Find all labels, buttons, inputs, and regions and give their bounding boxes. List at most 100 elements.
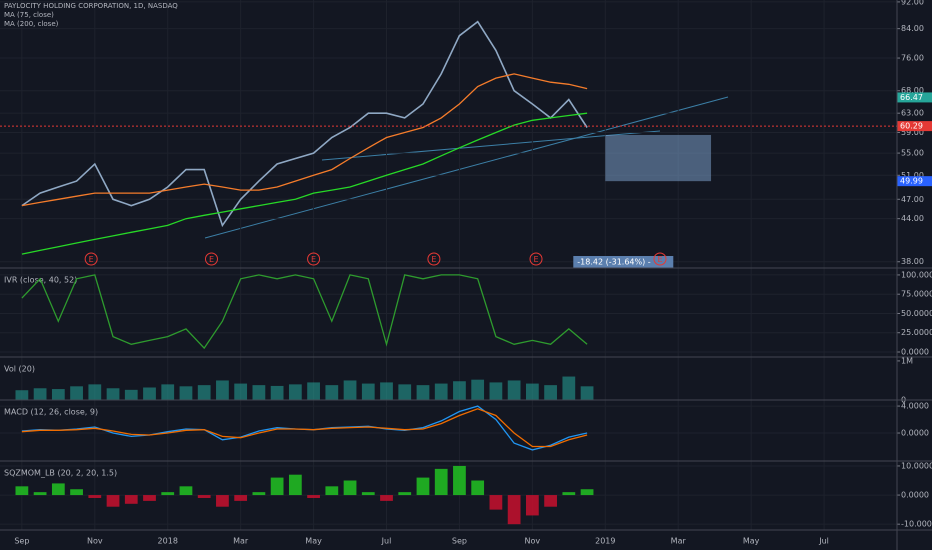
y-tick-label: 50.0000 bbox=[901, 309, 932, 318]
bar bbox=[453, 465, 466, 496]
projection-label: -18.42 (-31.64%) - bbox=[577, 258, 651, 267]
trend-line bbox=[321, 130, 661, 161]
bar bbox=[216, 380, 229, 400]
x-tick-label: 2019 bbox=[595, 537, 615, 546]
bar bbox=[380, 382, 393, 400]
bar bbox=[525, 383, 539, 400]
x-tick-label: Nov bbox=[87, 537, 103, 546]
y-tick-label: 0.0000 bbox=[901, 347, 929, 356]
bar bbox=[544, 495, 557, 507]
bar bbox=[270, 477, 284, 496]
y-tick-label: 25.0000 bbox=[901, 328, 932, 337]
bar bbox=[252, 385, 266, 400]
bar bbox=[489, 495, 503, 510]
y-tick-label: 59.00 bbox=[901, 128, 924, 137]
bar bbox=[325, 385, 339, 400]
bar bbox=[143, 387, 156, 400]
y-tick-label: 10.0000 bbox=[901, 461, 932, 470]
bar bbox=[88, 495, 102, 498]
bar bbox=[288, 474, 302, 496]
bar bbox=[234, 495, 248, 501]
y-tick-label: 63.00 bbox=[901, 109, 924, 118]
bar bbox=[434, 383, 448, 400]
bar bbox=[106, 388, 120, 400]
bar bbox=[33, 492, 47, 496]
panel-title: Vol (20) bbox=[4, 365, 35, 374]
price-tag-label: 49.99 bbox=[900, 177, 923, 186]
bar bbox=[197, 495, 211, 498]
x-tick-label: Jul bbox=[381, 537, 392, 546]
earnings-label: E bbox=[657, 255, 662, 264]
y-tick-label: 84.00 bbox=[901, 24, 924, 33]
y-tick-label: 51.00 bbox=[901, 171, 924, 180]
series-line bbox=[21, 73, 588, 207]
bar bbox=[288, 384, 302, 400]
earnings-marker bbox=[427, 252, 441, 266]
series-line bbox=[21, 274, 588, 350]
price-tag-label: 66.47 bbox=[900, 93, 923, 102]
bar bbox=[124, 495, 138, 504]
x-tick-label: Nov bbox=[525, 537, 541, 546]
bar bbox=[343, 380, 357, 400]
bar bbox=[51, 483, 65, 496]
y-tick-label: -10.0000 bbox=[901, 520, 932, 529]
x-tick-label: Sep bbox=[14, 537, 29, 546]
bar bbox=[270, 385, 284, 400]
projection-box bbox=[605, 134, 712, 182]
x-tick-label: 2018 bbox=[158, 537, 178, 546]
bar bbox=[471, 480, 485, 496]
bar bbox=[343, 480, 357, 496]
bar bbox=[525, 495, 539, 516]
y-tick-label: 1M bbox=[901, 356, 913, 365]
bar bbox=[179, 386, 193, 400]
bar bbox=[562, 376, 576, 400]
legend-entry: MA (200, close) bbox=[4, 20, 59, 28]
bar bbox=[51, 389, 65, 400]
bar bbox=[234, 383, 248, 400]
y-tick-label: 38.00 bbox=[901, 257, 924, 266]
bar bbox=[489, 382, 503, 400]
y-tick-label: 55.00 bbox=[901, 149, 924, 158]
projection-label-box bbox=[573, 256, 674, 268]
y-tick-label: 100.0000 bbox=[901, 270, 932, 279]
bar bbox=[434, 468, 448, 496]
bar bbox=[507, 380, 521, 400]
bar bbox=[33, 388, 47, 400]
bar bbox=[15, 390, 29, 400]
bar bbox=[124, 389, 138, 400]
bar bbox=[106, 495, 120, 507]
bar bbox=[161, 384, 175, 400]
y-tick-label: 4.0000 bbox=[901, 402, 929, 411]
x-tick-label: Sep bbox=[452, 537, 467, 546]
y-tick-label: 92.00 bbox=[901, 0, 924, 6]
earnings-label: E bbox=[533, 255, 538, 264]
x-tick-label: May bbox=[743, 537, 760, 546]
bar bbox=[161, 492, 175, 496]
series-line bbox=[21, 20, 588, 228]
y-tick-label: 68.00 bbox=[901, 86, 924, 95]
bar bbox=[453, 381, 466, 400]
bar bbox=[179, 486, 193, 496]
y-tick-label: 0.0000 bbox=[901, 429, 929, 438]
y-tick-label: 44.00 bbox=[901, 214, 924, 223]
legend-entry: MA (75, close) bbox=[4, 11, 54, 19]
earnings-marker bbox=[84, 252, 98, 266]
earnings-marker bbox=[529, 252, 543, 266]
y-tick-label: 0.0000 bbox=[901, 491, 929, 500]
bar bbox=[471, 379, 485, 400]
trend-line bbox=[204, 96, 729, 239]
y-tick-label: 47.00 bbox=[901, 195, 924, 204]
bar bbox=[15, 486, 29, 496]
bar bbox=[88, 384, 102, 400]
y-tick-label: 75.0000 bbox=[901, 290, 932, 299]
x-tick-label: Mar bbox=[671, 537, 687, 546]
bar bbox=[70, 489, 83, 496]
bar bbox=[70, 386, 83, 400]
bar bbox=[507, 495, 521, 525]
bar bbox=[544, 385, 557, 400]
bar bbox=[252, 492, 266, 496]
bar bbox=[361, 492, 375, 496]
panel-title: SQZMOM_LB (20, 2, 20, 1.5) bbox=[4, 469, 117, 478]
earnings-label: E bbox=[431, 255, 436, 264]
